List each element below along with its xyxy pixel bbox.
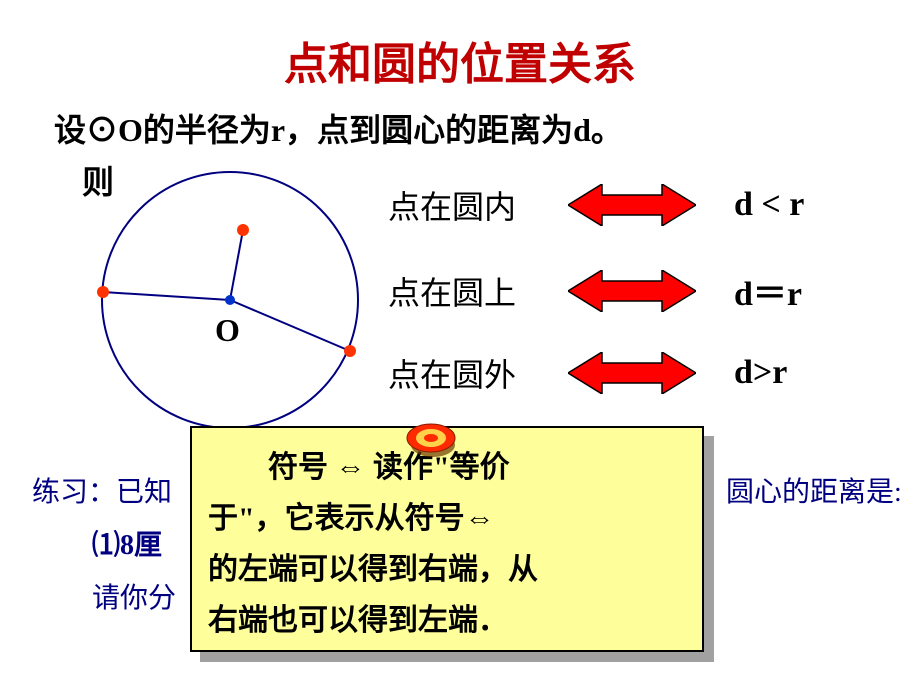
radius-line-2 [103,292,230,300]
intro-line: 设⊙O的半径为r，点到圆心的距离为d。 [54,105,623,151]
double-arrow-icon [568,184,696,226]
iff-symbol-icon: ⇔ [465,502,495,535]
double-arrow-icon [568,270,696,312]
relation-row-on: 点在圆上 d＝r [388,266,802,315]
page-title: 点和圆的位置关系 [0,0,920,92]
exercise-text: 练习：已知 [32,477,172,508]
relation-label: 点在圆外 [388,350,548,396]
relation-row-outside: 点在圆外 d>r [388,350,787,396]
radius-line-3 [230,300,350,351]
iff-symbol-icon: ⇔ [336,451,366,484]
relation-label: 点在圆上 [388,268,548,314]
relation-formula: d < r [734,186,804,224]
note-line-2: 于"，它表示从符号⇔ [208,493,686,544]
relation-label: 点在圆内 [388,182,548,228]
point-dot [344,345,356,357]
point-dot [237,224,249,236]
note-text: 符号 [268,451,336,484]
relation-formula: d>r [734,354,787,392]
circle-diagram: O [80,165,380,445]
point-dot [97,286,109,298]
center-label: O [215,312,240,348]
radius-line-1 [230,230,243,300]
center-dot [225,295,235,305]
double-arrow-icon [568,352,696,394]
relation-row-inside: 点在圆内 d < r [388,182,804,228]
note-text: 于"，它表示从符号 [208,502,465,535]
title-text: 点和圆的位置关系 [284,40,636,89]
note-line-4: 右端也可以得到左端． [208,595,686,646]
note-line-3: 的左端可以得到右端，从 [208,544,686,595]
target-icon [404,414,458,462]
relation-formula: d＝r [734,266,802,315]
exercise-text: 圆心的距离是: [726,477,902,508]
